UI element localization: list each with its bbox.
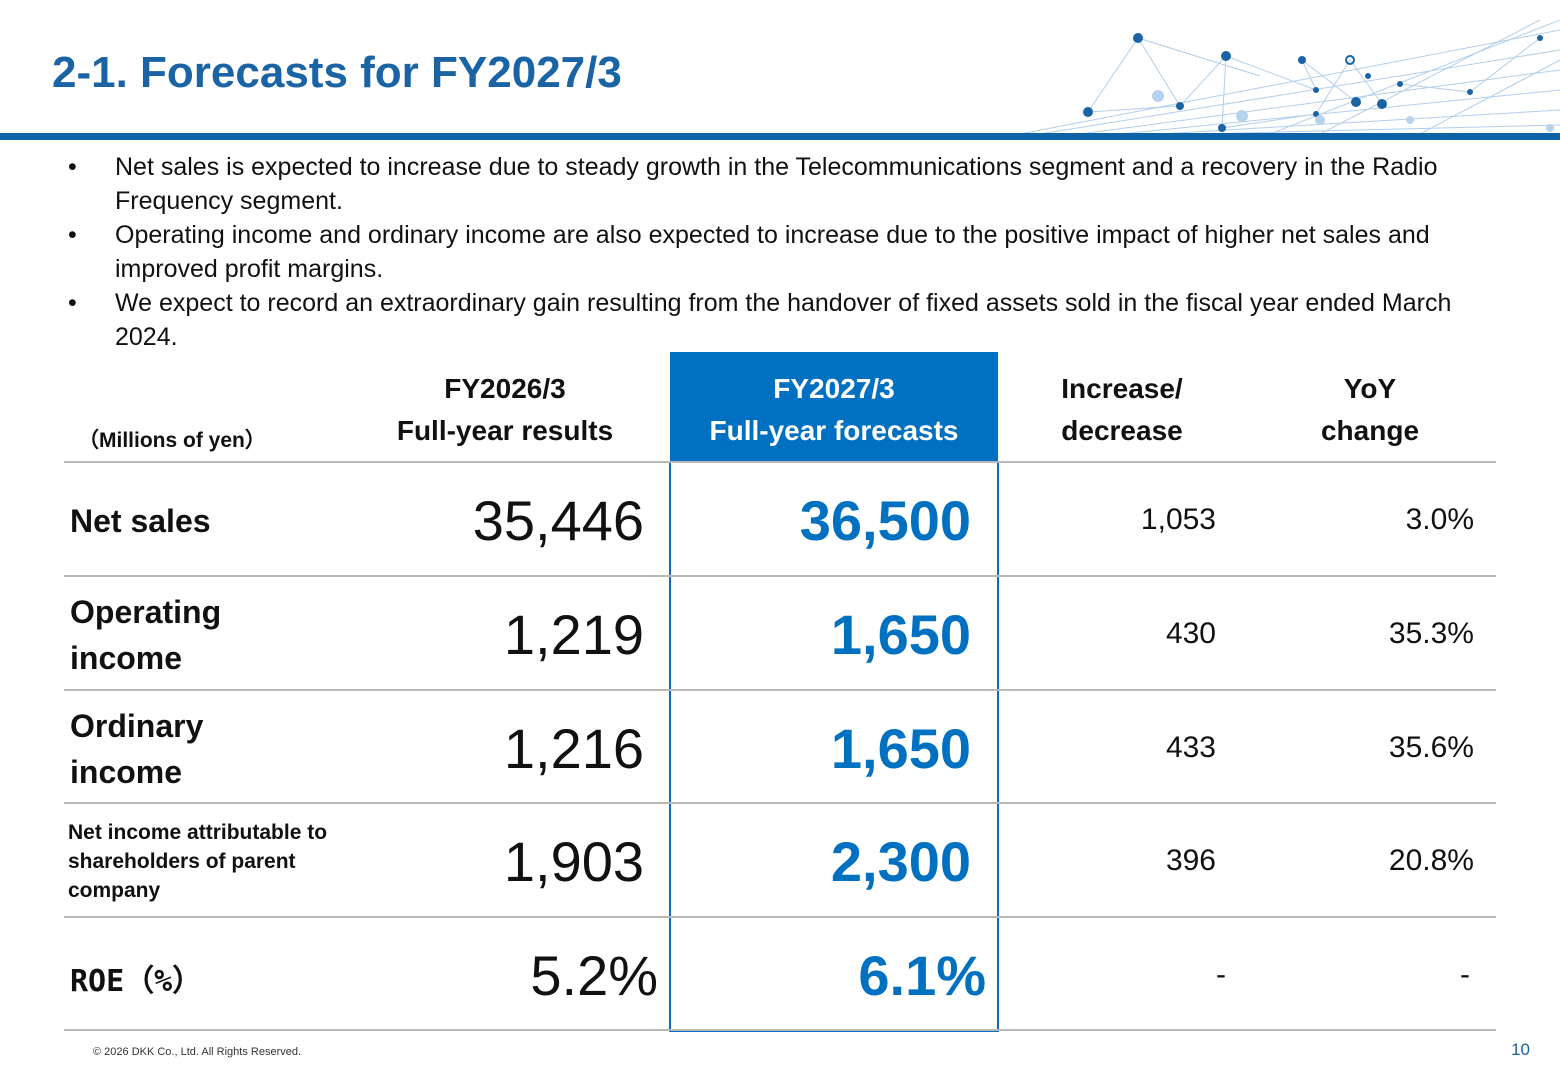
operating-income-fy2026-value: 1,219 [503,603,644,666]
row-label-roe: ROE（%） [70,964,203,999]
operating-income-fy2027-value: 1,650 [830,603,971,666]
roe-increase-value: - [1216,958,1226,991]
net-sales-fy2026-value: 35,446 [472,489,644,552]
title-rule [0,133,1560,140]
bullet-text: Operating income and ordinary income are… [115,221,1430,283]
roe-fy2026-value: 5.2% [530,944,658,1007]
network-graphic-icon [1020,20,1560,135]
row-divider [64,575,1496,577]
highlight-column-header-bg [670,352,998,462]
net-sales-increase-value: 1,053 [1140,503,1216,536]
net-sales-fy2027-value: 36,500 [799,489,971,552]
bullet-item: • Operating income and ordinary income a… [62,218,1482,286]
col-header-line: Increase/ [1061,373,1183,404]
page-number: 10 [1511,1040,1530,1059]
col-header-line: Full-year forecasts [709,415,959,446]
row-label-net-sales: Net sales [70,503,211,539]
page-title: 2-1. Forecasts for FY2027/3 [52,48,622,97]
ordinary-income-increase-value: 433 [1165,731,1216,764]
col-header-yoy: YoY change [1270,368,1470,452]
ordinary-income-fy2027-value: 1,650 [830,717,971,780]
row-divider [64,461,1496,463]
operating-income-yoy-value: 35.3% [1388,617,1474,650]
col-header-line: FY2026/3 [444,373,566,404]
bullet-item: • Net sales is expected to increase due … [62,150,1482,218]
copyright-footer: © 2026 DKK Co., Ltd. All Rights Reserved… [93,1046,302,1058]
bullet-text: We expect to record an extraordinary gai… [115,289,1452,351]
net-income-increase-value: 396 [1165,844,1216,877]
net-income-fy2027-value: 2,300 [830,830,971,893]
col-header-increase: Increase/ decrease [1022,368,1222,452]
roe-fy2027-value: 6.1% [858,944,986,1007]
row-divider [64,916,1496,918]
bullet-text: Net sales is expected to increase due to… [115,153,1438,215]
row-label-ordinary-income: Ordinary income [70,708,204,790]
forecast-table: （Millions of yen） FY2026/3 Full-year res… [64,352,1496,1032]
units-label: （Millions of yen） [78,429,266,452]
ordinary-income-yoy-value: 35.6% [1388,731,1474,764]
net-income-fy2026-value: 1,903 [503,830,644,893]
bullet-marker: • [68,153,77,181]
bullet-marker: • [68,221,77,249]
bullet-marker: • [68,289,77,317]
col-header-fy2026: FY2026/3 Full-year results [370,368,640,452]
net-sales-yoy-value: 3.0% [1405,503,1474,536]
bullet-item: • We expect to record an extraordinary g… [62,286,1482,354]
col-header-line: decrease [1061,415,1183,446]
col-header-fy2027: FY2027/3 Full-year forecasts [670,368,998,452]
highlight-column-frame [669,461,999,1032]
net-income-yoy-value: 20.8% [1388,844,1474,877]
operating-income-increase-value: 430 [1165,617,1216,650]
row-label-net-income: Net income attributable to shareholders … [68,821,328,902]
row-divider [64,802,1496,804]
col-header-line: FY2027/3 [773,373,895,404]
col-header-line: YoY [1343,373,1397,404]
col-header-line: change [1320,415,1420,446]
roe-yoy-value: - [1460,958,1470,991]
ordinary-income-fy2026-value: 1,216 [503,717,644,780]
col-header-line: Full-year results [396,415,614,446]
row-divider [64,1029,1496,1031]
bullet-list: • Net sales is expected to increase due … [62,150,1482,354]
row-label-operating-income: Operating income [70,594,222,676]
row-divider [64,689,1496,691]
